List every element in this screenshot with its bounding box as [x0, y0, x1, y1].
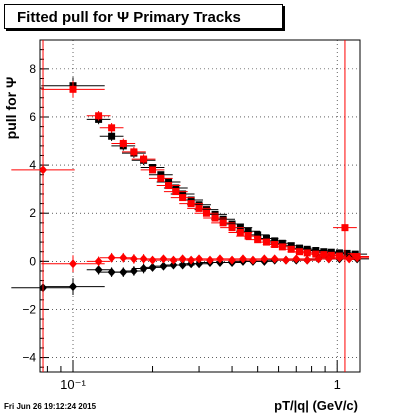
data-point-square [195, 204, 203, 212]
data-point-square [343, 249, 351, 257]
y-axis-label: pull for Ψ [3, 77, 19, 140]
data-point-diamond [129, 266, 138, 276]
data-point-square [236, 228, 244, 236]
data-point-square [165, 178, 173, 186]
data-point-square [278, 239, 286, 247]
data-point-diamond [148, 255, 157, 265]
y-tick-label: −4 [22, 351, 36, 365]
data-point-square [262, 234, 270, 242]
data-point-square [254, 236, 262, 244]
data-point-diamond [187, 255, 196, 265]
data-point-square [244, 232, 252, 240]
data-point-diamond [119, 267, 128, 277]
data-point-diamond [69, 282, 78, 292]
timestamp: Fri Jun 26 19:12:24 2015 [4, 402, 97, 411]
data-point-square [202, 209, 210, 217]
data-point-square [211, 210, 219, 218]
data-point-diamond [178, 260, 187, 270]
data-point-square [130, 148, 138, 156]
data-point-square [149, 166, 157, 174]
data-point-square [303, 245, 311, 253]
data-point-square [295, 248, 303, 256]
data-point-square [172, 188, 180, 196]
y-tick-label: −2 [22, 302, 36, 316]
data-point-diamond [195, 254, 204, 264]
data-point-square [244, 227, 252, 235]
data-point-diamond [345, 254, 354, 264]
data-point-diamond [178, 254, 187, 264]
data-point-square [228, 224, 236, 232]
data-point-diamond [270, 254, 279, 264]
data-point-square [219, 215, 227, 223]
data-point-diamond [228, 255, 237, 265]
data-point-square [157, 171, 165, 179]
data-point-diamond [281, 255, 290, 265]
y-tick-label: 2 [29, 206, 36, 220]
data-point-square [228, 220, 236, 228]
y-tick-label: 0 [29, 254, 36, 268]
data-point-diamond [139, 264, 148, 274]
data-point-diamond [169, 255, 178, 265]
x-tick-label: 1 [334, 377, 341, 392]
y-tick-label: 4 [29, 158, 36, 172]
data-point-diamond [195, 259, 204, 269]
data-point-square [119, 139, 127, 147]
data-point-square [211, 214, 219, 222]
data-point-diamond [248, 255, 257, 265]
data-point-square [312, 247, 320, 255]
data-point-square [254, 231, 262, 239]
data-point-square [219, 219, 227, 227]
data-point-square [187, 196, 195, 204]
data-point-square [95, 112, 103, 120]
data-point-square [271, 237, 279, 245]
x-axis-label: pT/|q| (GeV/c) [274, 398, 358, 413]
data-point-diamond [139, 254, 148, 264]
data-point-diamond [94, 256, 103, 266]
data-point-diamond [159, 261, 168, 271]
chart-title: Fitted pull for Ψ Primary Tracks [4, 4, 283, 29]
data-point-diamond [238, 254, 247, 264]
data-point-square [320, 251, 328, 259]
plot-frame [39, 39, 361, 373]
data-point-square [295, 244, 303, 252]
data-point-square [187, 200, 195, 208]
data-point-square [69, 85, 77, 93]
data-point-diamond [292, 254, 301, 264]
data-point-diamond [119, 253, 128, 263]
data-point-square [303, 249, 311, 257]
data-point-diamond [324, 254, 333, 264]
data-point-square [157, 174, 165, 182]
y-tick-label: 6 [29, 110, 36, 124]
data-point-square [271, 240, 279, 248]
data-point-square [195, 201, 203, 209]
x-tick-label: 10⁻¹ [60, 377, 86, 392]
data-point-diamond [215, 254, 224, 264]
data-point-diamond [353, 253, 362, 263]
data-point-square [140, 155, 148, 163]
data-point-diamond [303, 255, 312, 265]
data-point-square [165, 182, 173, 190]
data-marks [11, 40, 370, 372]
data-point-square [287, 242, 295, 250]
data-point-diamond [148, 262, 157, 272]
data-point-square [278, 243, 286, 251]
data-point-diamond [69, 259, 78, 269]
data-point-diamond [159, 254, 168, 264]
data-point-square [179, 190, 187, 198]
data-point-square [108, 132, 116, 140]
data-point-diamond [205, 255, 214, 265]
axes: −4 −2 0 2 4 6 8 10⁻¹ 1 [22, 49, 341, 392]
data-point-square [327, 251, 335, 259]
data-point-square [287, 245, 295, 253]
data-point-square [108, 124, 116, 132]
data-point-square [179, 194, 187, 202]
data-point-diamond [94, 265, 103, 275]
data-point-square [202, 206, 210, 214]
y-tick-label: 8 [29, 62, 36, 76]
data-point-square [172, 184, 180, 192]
data-point-square [262, 238, 270, 246]
data-point-diamond [335, 253, 344, 263]
